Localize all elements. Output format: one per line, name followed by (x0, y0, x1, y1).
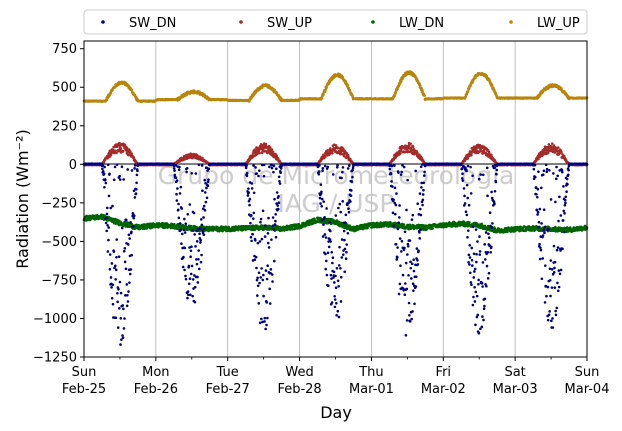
legend-marker (239, 20, 243, 24)
legend-entry-lw-up: LW_UP (509, 16, 580, 31)
sw-up-point (329, 147, 332, 150)
sw-up-point (411, 145, 415, 149)
lw-up-point (346, 84, 350, 87)
legend-frame (83, 9, 588, 35)
sw-up-point (128, 150, 132, 153)
sw-up-point (470, 153, 473, 157)
sw-up-point (466, 157, 470, 160)
sw-up-point (121, 150, 125, 153)
legend-marker (509, 20, 513, 24)
sw-up-point (556, 146, 560, 149)
lw-up-point (320, 96, 324, 100)
lw-up-point (490, 83, 494, 87)
lw-up-point (324, 89, 327, 92)
sw-up-point (277, 157, 280, 160)
lw-up-point (109, 91, 113, 95)
lw-up-point (423, 94, 426, 97)
lw-dn-point (402, 223, 406, 226)
sw-up-point (550, 142, 554, 145)
legend-entry-lw-dn: LW_DN (371, 16, 444, 31)
lw-dn-point (468, 221, 471, 224)
legend-label: LW_DN (399, 16, 444, 31)
lw-up-point (474, 76, 477, 80)
lw-up-point (418, 84, 422, 87)
legend-entry-sw-dn: SW_DN (101, 16, 176, 31)
legend-label: SW_DN (129, 16, 176, 31)
sw-up-point (331, 151, 334, 155)
series-layer (82, 70, 589, 346)
legend-label: LW_UP (537, 16, 580, 31)
lw-up-point (400, 79, 403, 83)
legend: SW_DN SW_UP LW_DN LW_UP (83, 9, 588, 35)
lw-up-point (130, 89, 134, 92)
sw-up-point (416, 151, 419, 155)
sw-up-point (409, 142, 412, 145)
legend-marker (101, 20, 105, 24)
sw-up-point (271, 150, 275, 154)
legend-marker (371, 20, 375, 24)
lw-up-point (322, 93, 325, 96)
lw-up-point (344, 80, 348, 83)
lw-dn-point (486, 224, 490, 228)
sw-up-point (264, 142, 268, 146)
sw-up-point (258, 151, 261, 155)
sw-up-point (479, 148, 483, 152)
lw-up-point (105, 98, 109, 102)
lw-up-point (393, 94, 397, 97)
legend-label: SW_UP (267, 16, 312, 31)
series-lw-up (82, 70, 589, 103)
vertical-grid (155, 41, 516, 357)
sw-up-point (270, 148, 274, 151)
watermark-line-2: IAG / USP (278, 189, 395, 218)
sw-up-point (115, 151, 118, 155)
sw-up-point (323, 155, 327, 159)
sw-up-point (268, 146, 272, 149)
sw-up-point (119, 146, 123, 150)
lw-dn-point (431, 227, 434, 230)
sw-up-point (399, 152, 402, 155)
legend-entry-sw-up: SW_UP (239, 16, 312, 31)
lw-up-point (466, 90, 470, 93)
